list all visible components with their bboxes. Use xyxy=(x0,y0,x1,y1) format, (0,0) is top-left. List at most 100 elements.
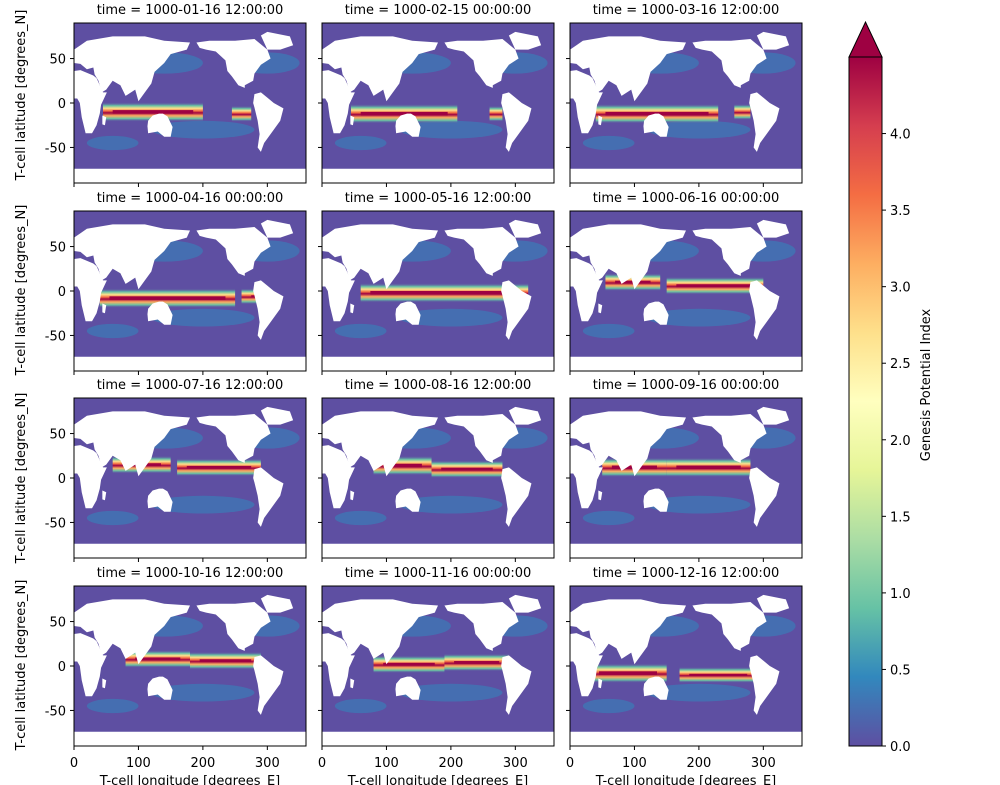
land-mask-1 xyxy=(322,411,438,477)
high-gpi-band xyxy=(231,105,252,122)
panel-field xyxy=(322,23,554,183)
land-mask-6 xyxy=(508,594,542,613)
land-mask-4 xyxy=(196,602,271,651)
x-tick-label: 200 xyxy=(438,756,463,771)
land-mask-8 xyxy=(74,543,306,558)
max-gpi-core xyxy=(199,659,252,663)
land-mask-3 xyxy=(147,488,173,512)
land-mask-5 xyxy=(501,655,532,715)
y-axis-label-row-2: T-cell latitude [degrees_N] xyxy=(14,205,29,377)
max-gpi-core xyxy=(112,110,194,114)
land-mask-1 xyxy=(570,36,686,102)
max-gpi-core xyxy=(689,673,748,676)
land-mask-2 xyxy=(74,70,107,134)
land-mask-8 xyxy=(570,731,802,746)
land-mask-8 xyxy=(322,168,554,183)
y-tick-label: 50 xyxy=(49,616,66,631)
panel-11: time = 1000-11-16 00:00:00 0 100 200 300 xyxy=(318,566,555,771)
panel-field xyxy=(570,398,802,558)
moderate-gpi-patch xyxy=(582,135,635,151)
moderate-gpi-patch xyxy=(334,510,387,526)
land-mask-5 xyxy=(749,92,780,152)
land-mask-2 xyxy=(570,258,603,322)
land-mask-6 xyxy=(508,31,542,50)
land-mask-3 xyxy=(395,113,421,137)
y-tick-label: 0 xyxy=(58,660,66,675)
land-mask-2 xyxy=(570,70,603,134)
land-mask-5 xyxy=(501,467,532,527)
moderate-gpi-patch xyxy=(399,120,503,139)
panel-6: time = 1000-06-16 00:00:00 xyxy=(566,191,803,375)
land-mask-1 xyxy=(74,599,190,665)
y-tick-label: -50 xyxy=(45,704,66,719)
panel-title: time = 1000-11-16 00:00:00 xyxy=(345,566,532,581)
land-mask-5 xyxy=(253,280,284,340)
x-tick-label: 300 xyxy=(751,756,776,771)
land-mask-3 xyxy=(395,488,421,512)
moderate-gpi-patch xyxy=(86,510,139,526)
land-mask-4 xyxy=(692,227,767,276)
panel-field xyxy=(570,211,802,371)
land-mask-6 xyxy=(756,594,790,613)
land-mask-8 xyxy=(74,168,306,183)
high-gpi-band xyxy=(734,103,751,120)
land-mask-7 xyxy=(102,678,107,689)
x-axis-label-col-2: T-cell longitude [degrees_E] xyxy=(347,774,529,785)
land-mask-7 xyxy=(598,490,603,501)
colorbar-tick-label: 2.5 xyxy=(890,357,911,372)
colorbar-body xyxy=(849,57,882,746)
moderate-gpi-patch xyxy=(399,495,503,514)
land-mask-2 xyxy=(74,445,107,509)
x-tick-label: 100 xyxy=(126,756,151,771)
land-mask-3 xyxy=(643,488,669,512)
land-mask-4 xyxy=(444,414,519,463)
land-mask-6 xyxy=(260,31,294,50)
panel-field xyxy=(74,211,306,371)
max-gpi-core xyxy=(135,657,181,661)
land-mask-8 xyxy=(570,356,802,371)
land-mask-1 xyxy=(322,599,438,665)
land-mask-4 xyxy=(196,227,271,276)
panel-field xyxy=(322,398,554,558)
y-tick-label: -50 xyxy=(45,141,66,156)
panel-9: time = 1000-09-16 00:00:00 xyxy=(566,378,803,562)
moderate-gpi-patch xyxy=(334,698,387,714)
panel-3: time = 1000-03-16 12:00:00 xyxy=(566,3,803,187)
x-axis-label-col-1: T-cell longitude [degrees_E] xyxy=(99,774,281,785)
panel-10: time = 1000-10-16 12:00:00 -50 0 50 0 100 200 3… xyxy=(45,566,307,771)
land-mask-1 xyxy=(322,36,438,102)
land-mask-8 xyxy=(570,168,802,183)
panel-title: time = 1000-03-16 12:00:00 xyxy=(593,3,780,18)
land-mask-7 xyxy=(598,115,603,126)
land-mask-6 xyxy=(508,406,542,425)
colorbar-tick-label: 3.0 xyxy=(890,281,911,296)
land-mask-7 xyxy=(350,303,355,314)
land-mask-4 xyxy=(692,39,767,88)
land-mask-2 xyxy=(322,258,355,322)
panel-field xyxy=(322,586,554,746)
land-mask-1 xyxy=(570,599,686,665)
moderate-gpi-patch xyxy=(86,698,139,714)
land-mask-6 xyxy=(260,594,294,613)
land-mask-4 xyxy=(692,602,767,651)
land-mask-4 xyxy=(444,227,519,276)
panel-7: time = 1000-07-16 12:00:00 -50 0 50 xyxy=(45,378,307,562)
y-tick-label: 50 xyxy=(49,428,66,443)
panel-title: time = 1000-09-16 00:00:00 xyxy=(593,378,780,393)
land-mask-3 xyxy=(147,113,173,137)
land-mask-3 xyxy=(643,301,669,325)
land-mask-5 xyxy=(253,655,284,715)
high-gpi-band xyxy=(489,105,503,122)
max-gpi-core xyxy=(441,467,493,471)
colorbar-label: Genesis Potential Index xyxy=(919,308,934,461)
panel-title: time = 1000-06-16 00:00:00 xyxy=(593,191,780,206)
max-gpi-core xyxy=(676,284,754,288)
land-mask-7 xyxy=(102,490,107,501)
moderate-gpi-patch xyxy=(647,120,751,139)
land-mask-1 xyxy=(570,411,686,477)
x-tick-label: 100 xyxy=(374,756,399,771)
panel-field xyxy=(74,586,306,746)
land-mask-3 xyxy=(395,301,421,325)
land-mask-8 xyxy=(322,543,554,558)
